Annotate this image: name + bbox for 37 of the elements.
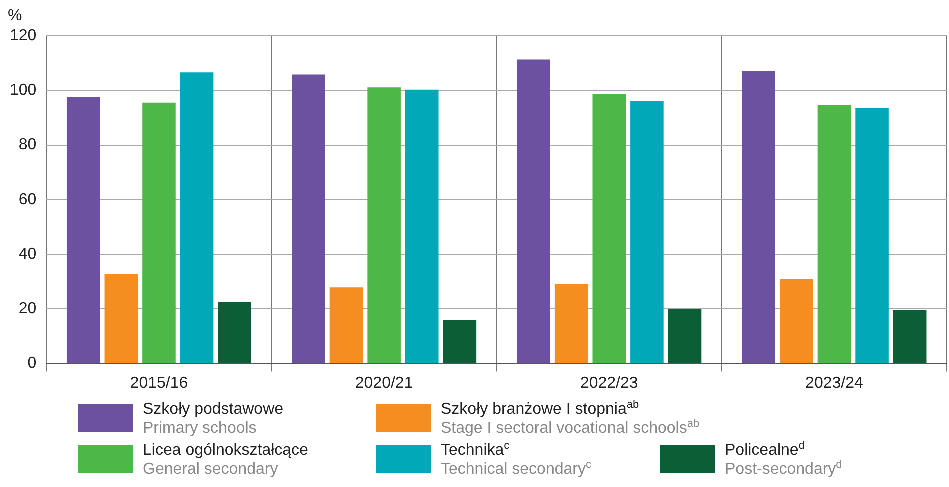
legend-label: Licea ogólnokształcące General secondary [143,441,308,479]
y-tick-label: 20 [18,300,37,318]
legend-label: Policealne$^{d}$ Post-secondary$^{d}$ [725,440,842,479]
x-tick-label: 2022/23 [580,374,638,392]
bar [330,288,364,364]
y-tick-label: 40 [18,246,37,263]
x-tick-label: 2023/24 [806,374,864,392]
legend-label: Szkoły podstawowe Primary schools [143,400,284,438]
bar [856,108,889,364]
bar [818,105,852,364]
y-tick-label: 80 [18,136,37,154]
bar [405,90,439,364]
bar [893,310,927,364]
bar [668,309,702,364]
bar [554,284,588,364]
y-tick-label: 120 [10,27,37,44]
bar [368,88,401,364]
legend-label: Technika$^{c}$ Technical secondary$^{c}$ [441,440,592,479]
bar [180,72,214,364]
bar [742,70,776,364]
bar [218,302,252,364]
bar [630,102,664,364]
bar [292,74,326,364]
bar [104,274,138,364]
y-axis-title: % [8,7,22,24]
x-tick-label: 2015/16 [130,374,188,392]
y-tick-label: 100 [10,82,37,100]
bar [443,320,477,364]
bar [142,102,176,364]
y-tick-label: 60 [18,191,37,208]
x-tick-label: 2020/21 [355,374,414,392]
bar [66,97,100,364]
bar [517,60,550,364]
bar [592,94,626,364]
bar [780,279,814,364]
y-tick-label: 0 [28,355,37,372]
legend-label: Szkoły branżowe I stopnia$^{ab}$ Stage I sectoral vocational schools$^{ab}$ [441,399,700,438]
